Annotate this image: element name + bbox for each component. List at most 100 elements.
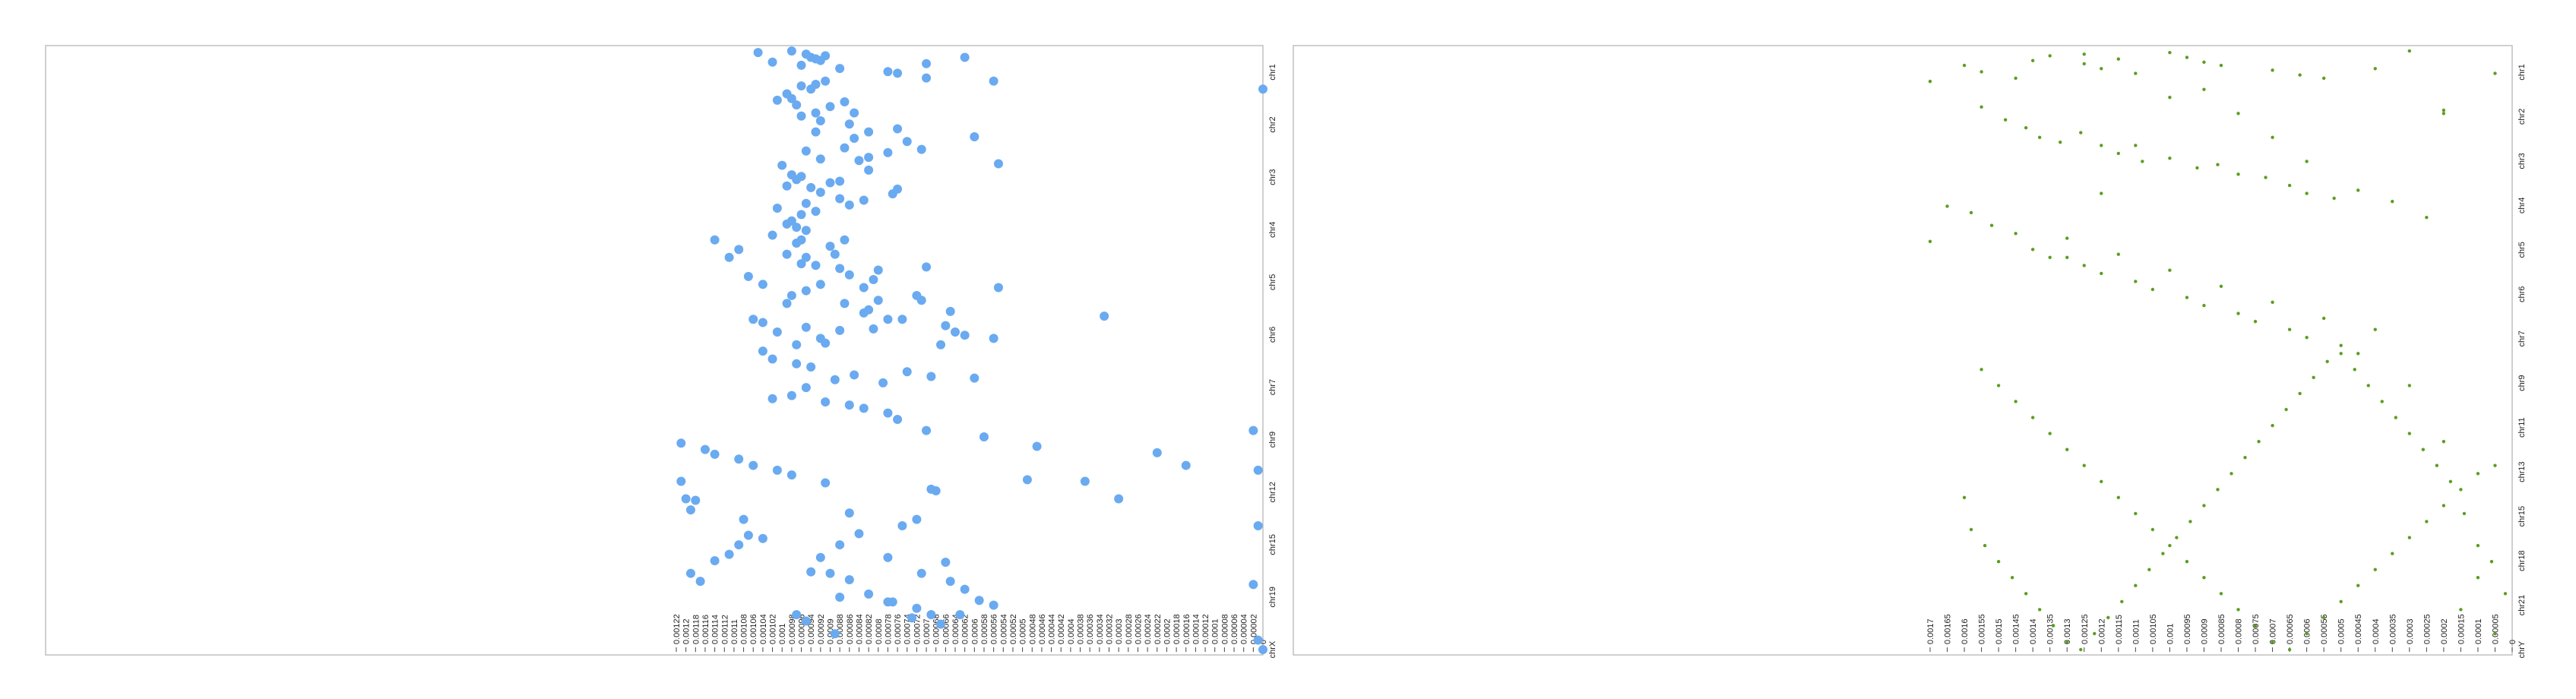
data-point [695, 577, 705, 587]
data-point [2435, 463, 2439, 467]
y-tick-label: chr19 [1268, 587, 1277, 608]
data-point [2356, 352, 2360, 356]
y-tick-label: chr9 [2517, 375, 2527, 391]
data-point [2356, 584, 2360, 587]
x-tick-label: 0.00024 [1144, 614, 1153, 644]
data-point [2391, 552, 2394, 555]
data-point [830, 249, 840, 259]
data-point [850, 134, 859, 144]
data-point [2264, 176, 2267, 179]
x-tick-label: 0.00065 [2286, 614, 2295, 644]
data-point [835, 176, 845, 186]
x-tick-label: 0.00006 [1230, 614, 1239, 644]
y-tick-label: chr12 [1268, 482, 1277, 503]
x-tick-label: 0.0014 [2029, 618, 2038, 644]
data-point [2425, 520, 2429, 523]
data-point [883, 67, 893, 77]
y-tick-label: chr9 [1268, 432, 1277, 448]
data-point [821, 478, 831, 488]
data-point [2271, 640, 2274, 644]
data-point [2287, 327, 2292, 331]
data-point [821, 338, 831, 348]
data-point [2493, 631, 2497, 636]
x-tick-label: 0.00045 [2354, 614, 2363, 644]
data-point [1248, 425, 1258, 435]
data-point [739, 514, 748, 524]
x-tick-label: 0.00092 [817, 614, 826, 644]
x-tick-label: 0.0001 [1211, 618, 1220, 644]
data-point [840, 143, 850, 153]
data-point [792, 100, 802, 110]
data-point [2407, 49, 2412, 53]
data-point [2202, 303, 2206, 308]
x-tick-label: 0.00036 [1086, 614, 1095, 644]
data-point [2219, 63, 2223, 68]
data-point [970, 131, 979, 141]
data-point [2493, 463, 2497, 467]
data-point [734, 245, 744, 255]
x-tick-label: 0.0012 [682, 618, 691, 644]
data-point [2168, 268, 2172, 272]
data-point [922, 425, 932, 435]
data-point [883, 552, 893, 562]
x-tick-label: 0.00016 [1182, 614, 1191, 644]
data-point [2219, 284, 2223, 288]
x-tick-label: 0.00034 [1096, 614, 1105, 644]
x-tick-label: 0.00025 [2423, 614, 2432, 644]
data-point [1253, 520, 1263, 530]
data-point [945, 577, 955, 587]
data-point [2442, 108, 2446, 112]
x-tick-label: 0.0004 [1067, 618, 1076, 644]
x-tick-label: 0.00165 [1944, 614, 1953, 644]
data-point [806, 182, 816, 192]
data-point [2100, 144, 2103, 147]
data-point [2321, 76, 2326, 81]
data-point [1979, 105, 1983, 109]
data-point [835, 264, 845, 274]
data-point [2271, 135, 2274, 140]
data-point [825, 178, 835, 188]
data-point [2150, 527, 2155, 532]
data-point [2185, 559, 2189, 564]
data-point [792, 175, 802, 185]
data-point [772, 327, 782, 337]
x-tick-label: 0.0009 [2200, 618, 2209, 644]
data-point [676, 476, 686, 486]
data-point [2425, 216, 2429, 220]
data-point [2216, 163, 2220, 166]
y-tick-label: chr5 [2517, 242, 2527, 258]
data-point [2175, 536, 2179, 539]
data-point [830, 629, 840, 639]
y-tick-label: chr11 [2517, 417, 2527, 438]
data-point [825, 242, 835, 251]
data-point [1979, 368, 1983, 372]
x-tick-label: 0.00082 [865, 614, 874, 644]
data-point [2141, 160, 2144, 163]
data-point [1969, 210, 1973, 215]
x-tick-label: 0.00018 [1172, 614, 1182, 644]
data-point [801, 383, 811, 393]
data-point [2014, 76, 2017, 81]
data-point [854, 156, 864, 166]
data-point [1253, 635, 1263, 645]
data-point [2120, 599, 2124, 603]
data-point [724, 549, 734, 559]
x-tick-label: 0.0008 [875, 618, 884, 644]
data-point [883, 147, 893, 157]
x-tick-label: 0.00145 [2012, 614, 2021, 644]
data-point [748, 315, 758, 324]
x-tick-label: 0.00014 [1191, 614, 1201, 644]
data-point [1962, 495, 1967, 500]
data-point [758, 318, 767, 327]
data-point [2271, 423, 2274, 428]
data-point [989, 76, 998, 86]
data-point [888, 189, 897, 199]
y-tick-label: chr15 [2517, 506, 2527, 527]
y-tick-label: chr18 [2517, 550, 2527, 571]
x-tick-label: 0.00116 [701, 615, 710, 644]
data-point [2079, 647, 2083, 652]
data-point [1248, 580, 1258, 590]
data-point [1996, 559, 2001, 564]
x-tick-label: 0.00022 [1154, 614, 1163, 644]
y-tick-label: chr3 [2517, 153, 2527, 169]
